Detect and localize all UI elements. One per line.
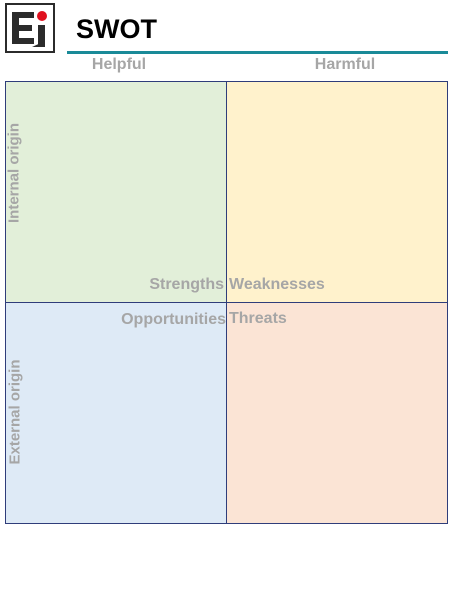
page-title: SWOT xyxy=(76,14,157,44)
weaknesses-label: Weaknesses xyxy=(229,276,325,293)
row-label-internal: Internal origin xyxy=(5,122,23,224)
weaknesses-quadrant xyxy=(226,81,448,303)
strengths-quadrant xyxy=(5,81,227,303)
threats-label: Threats xyxy=(229,310,287,327)
strengths-label: Strengths xyxy=(149,276,224,293)
title-underline xyxy=(67,51,448,54)
opportunities-quadrant xyxy=(5,302,227,524)
opportunities-label: Opportunities xyxy=(121,311,226,328)
ei-logo-icon xyxy=(5,3,55,53)
threats-quadrant xyxy=(226,302,448,524)
column-label-harmful: Harmful xyxy=(314,56,376,73)
column-label-helpful: Helpful xyxy=(91,56,147,73)
row-label-external: External origin xyxy=(6,359,24,465)
